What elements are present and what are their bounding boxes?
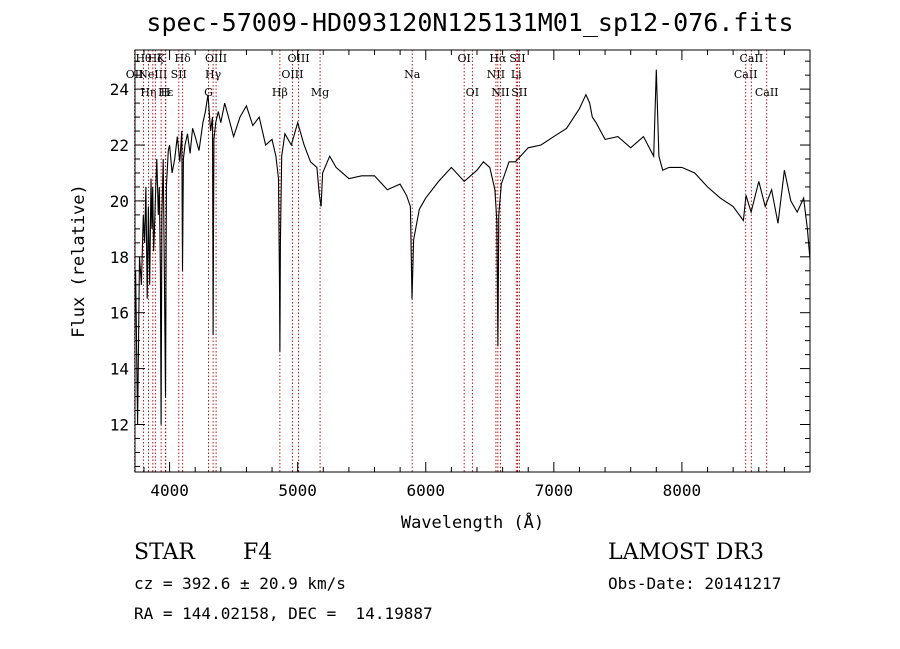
tick-label: 4000 bbox=[150, 481, 189, 500]
spectral-line-label: OI bbox=[466, 86, 479, 99]
spectral-line-label: OIII bbox=[281, 68, 303, 81]
tick-label: 7000 bbox=[535, 481, 574, 500]
spectral-line-label: G bbox=[204, 86, 213, 99]
spectrum-line bbox=[135, 69, 811, 425]
spectral-line-label: SII bbox=[171, 68, 187, 81]
tick-label: 18 bbox=[110, 248, 129, 267]
spectral-line-label: Li bbox=[511, 68, 522, 81]
spectral-line-label: Mg bbox=[311, 86, 329, 99]
chart-title: spec-57009-HD093120N125131M01_sp12-076.f… bbox=[146, 8, 794, 37]
spectral-line-label: CaII bbox=[734, 68, 758, 81]
tick-label: 20 bbox=[110, 192, 129, 211]
spectral-line-label: Hγ bbox=[205, 68, 222, 81]
spectral-line-label: Hζ bbox=[148, 52, 164, 65]
spectral-line-label: SII bbox=[509, 52, 525, 65]
tick-label: 22 bbox=[110, 136, 129, 155]
object-class: STAR bbox=[134, 540, 195, 565]
tick-label: 12 bbox=[110, 415, 129, 434]
spectral-line-label: Hβ bbox=[272, 86, 288, 99]
plot-frame bbox=[134, 49, 811, 473]
spectral-line-label: Hη bbox=[140, 86, 156, 99]
tick-label: 6000 bbox=[406, 481, 445, 500]
spectral-line-label: Na bbox=[404, 68, 421, 81]
spectral-line-label: SII bbox=[511, 86, 527, 99]
tick-label: 5000 bbox=[278, 481, 317, 500]
survey-name: LAMOST DR3 bbox=[608, 540, 764, 565]
tick-label: 24 bbox=[110, 80, 129, 99]
spectral-line-label: CaII bbox=[740, 52, 764, 65]
spectral-line-label: NII bbox=[491, 86, 509, 99]
spectral-line-label: Hε bbox=[158, 86, 174, 99]
spectral-line-label: Hθ bbox=[135, 52, 152, 65]
sky-coordinates: RA = 144.02158, DEC = 14.19887 bbox=[134, 604, 433, 623]
spectral-line-label: OI bbox=[457, 52, 470, 65]
spectral-line-markers: OIIHθHηNeIIIHζKHHεSIIHδGHγOIIIHβOIIIOIII… bbox=[126, 50, 779, 472]
x-axis-label: Wavelength (Å) bbox=[401, 511, 544, 533]
observation-date: Obs-Date: 20141217 bbox=[608, 574, 782, 593]
spectral-line-label: Hα bbox=[489, 52, 507, 65]
spectral-line-label: OIII bbox=[205, 52, 227, 65]
spectral-line-label: CaII bbox=[755, 86, 779, 99]
tick-label: 14 bbox=[110, 360, 129, 379]
spectral-line-label: NII bbox=[487, 68, 505, 81]
object-subclass: F4 bbox=[243, 540, 273, 565]
spectral-line-label: Hδ bbox=[175, 52, 192, 65]
redshift-velocity: cz = 392.6 ± 20.9 km/s bbox=[134, 574, 346, 593]
spectral-line-label: NeIII bbox=[138, 68, 167, 81]
spectral-line-label: K bbox=[157, 52, 166, 65]
tick-label: 8000 bbox=[663, 481, 702, 500]
y-axis-label: Flux (relative) bbox=[69, 184, 89, 338]
tick-label: 16 bbox=[110, 304, 129, 323]
spectral-line-label: OIII bbox=[288, 52, 310, 65]
axis-ticks: 4000 5000 6000 7000 8000 12 14 16 18 20 22 24 bbox=[110, 50, 811, 500]
